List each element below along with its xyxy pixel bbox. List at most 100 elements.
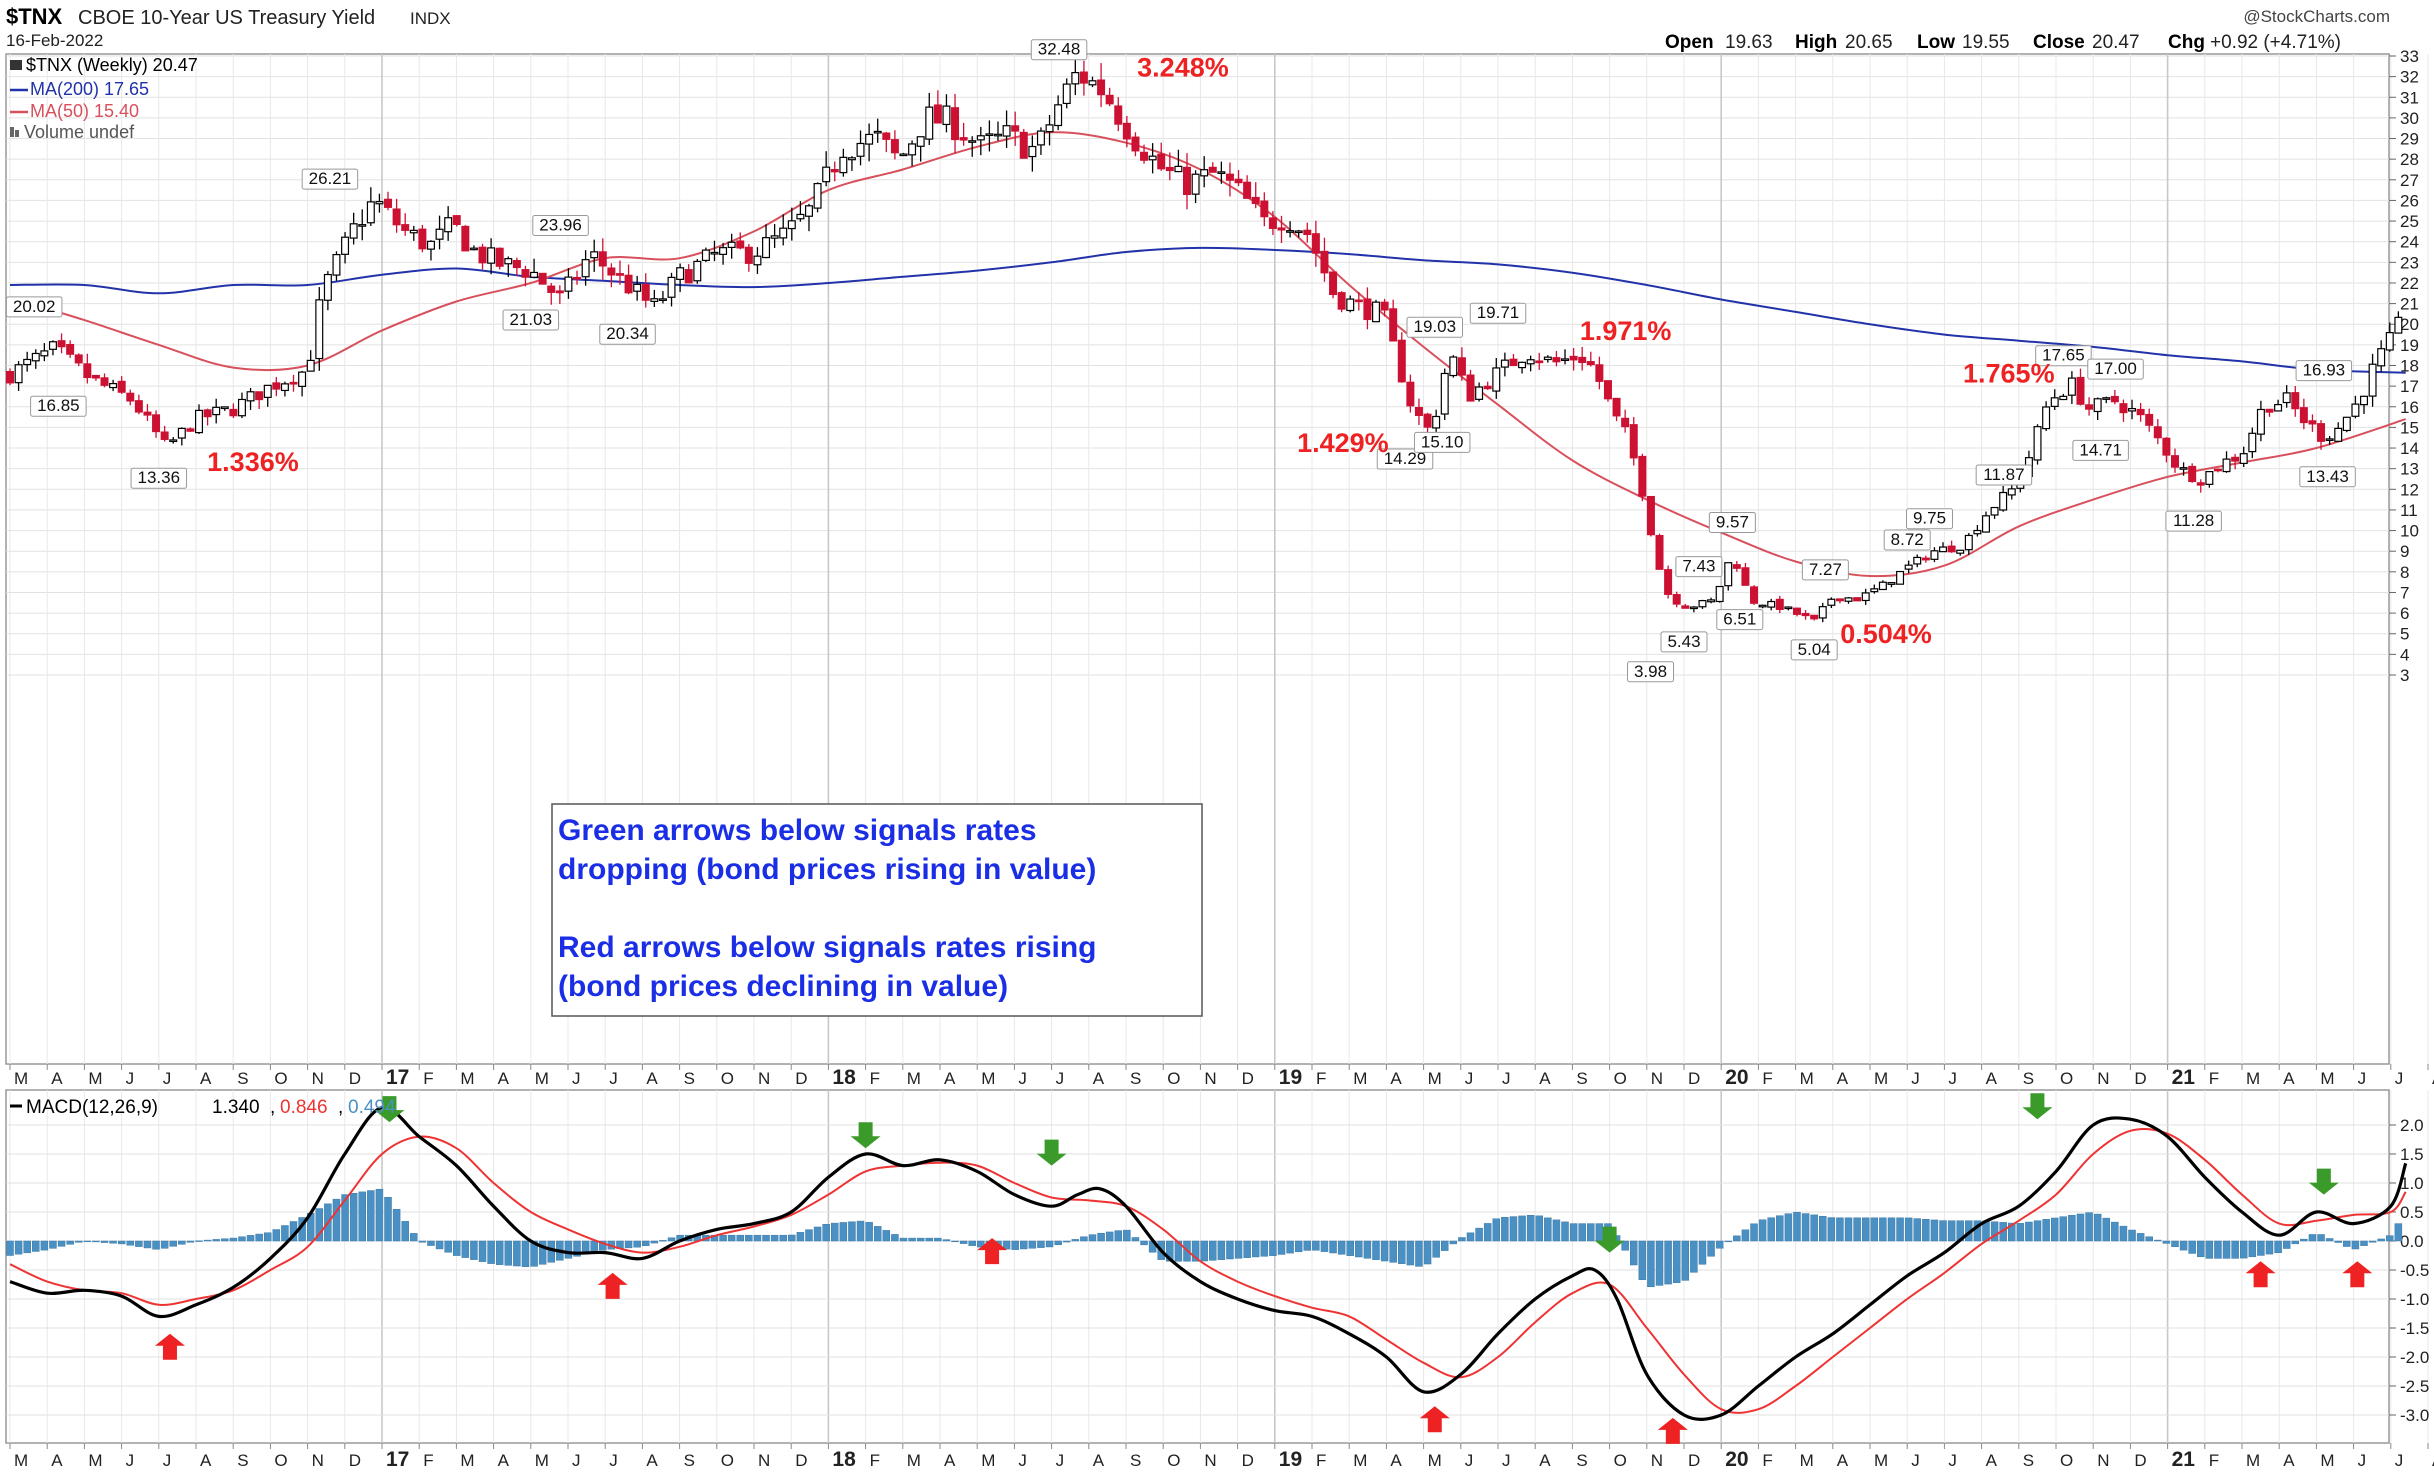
candle-body [1741,567,1750,586]
header: $TNX CBOE 10-Year US Treasury Yield INDX… [6,4,2390,53]
x-year-label: 17 [386,1066,409,1089]
candle-body [1518,361,1527,369]
x-month-label: M [535,1069,549,1088]
histogram-bar [1002,1240,1011,1250]
candle-body [1509,358,1518,367]
price-tick-label: 11 [2400,501,2418,520]
low-value: 19.55 [1962,32,2010,53]
price-label-layer: 20.02 16.85 13.36 26.21 21.03 23.96 20.34 32.48… [5,39,2356,683]
price-tick-label: 15 [2400,418,2419,437]
x-month-label: J [1502,1451,1511,1470]
candle-body [753,255,762,266]
histogram-bar [117,1240,126,1245]
green-down-arrow [1594,1226,1625,1253]
x-month-label: M [981,1451,995,1470]
x-month-label: J [1056,1069,1065,1088]
x-month-label: J [126,1069,135,1088]
watermark: @StockCharts.com [2243,7,2390,26]
candle-body [1758,604,1767,608]
candle-body [57,340,66,348]
candle-body [1964,534,1973,551]
candle-body [212,406,221,416]
candle-body [478,246,487,264]
histogram-bar [770,1234,779,1242]
histogram-bar [1664,1240,1672,1285]
candle-body [2351,403,2360,417]
histogram-bar [2188,1240,2196,1254]
candle-body [1054,104,1063,127]
candle-body [203,409,212,418]
candle-body [392,208,401,226]
histogram-bar [659,1240,667,1242]
histogram-bar [246,1235,255,1242]
price-label: 16.93 [2303,361,2346,380]
candle-body [925,106,934,140]
x-month-label: D [1242,1069,1254,1088]
candle-body [1140,151,1149,161]
x-month-label: F [423,1451,433,1470]
x-month-label: A [1093,1069,1105,1088]
candle-body [607,267,616,276]
candle-body [1999,491,2008,511]
candle-body [727,241,736,249]
histogram-bar [1724,1240,1732,1243]
histogram-bar [1492,1218,1501,1242]
x-month-label: N [1651,1451,1663,1470]
candle-body [2308,420,2317,425]
histogram-bar [2171,1240,2179,1248]
candle-body [710,251,719,255]
callout-line-1: Green arrows below signals rates [558,814,1037,847]
red-up-arrow [1419,1406,1450,1433]
histogram-bar [195,1240,203,1242]
histogram-bar [865,1222,873,1242]
candle-body [1526,359,1535,365]
percent-annotation: 1.765% [1963,359,2055,389]
x-month-label: A [2432,1069,2434,1088]
candle-body [667,276,676,298]
histogram-bar [1045,1240,1054,1248]
callout-line-5: (bond prices declining in value) [558,970,1008,1003]
candle-body [882,132,891,140]
candle-body [521,269,530,278]
histogram-bar [212,1239,220,1242]
histogram-bar [719,1234,727,1242]
candle-body [220,406,229,410]
x-month-label: S [1130,1451,1141,1470]
histogram-bar [2068,1215,2076,1242]
x-month-label: A [646,1451,658,1470]
candle-body [2170,455,2179,468]
price-label-box [2165,510,2222,532]
histogram-bar [1922,1219,1930,1242]
histogram-bar [367,1190,375,1242]
x-month-label: O [1614,1451,1627,1470]
candle-body [1535,360,1544,364]
x-month-label: M [1874,1069,1888,1088]
candle-body [1217,171,1226,174]
volume-legend-icon [10,127,14,137]
x-month-label: J [126,1451,135,1470]
candle-body [1543,356,1552,361]
histogram-bar [530,1240,538,1267]
x-month-label: D [1688,1069,1700,1088]
candle-body [2231,456,2240,462]
histogram-bar [1861,1217,1870,1242]
histogram-bar [1054,1240,1062,1246]
candle-body [2394,316,2403,334]
x-month-label: D [2134,1451,2146,1470]
price-label-box [1883,529,1931,551]
candle-body [1036,130,1045,146]
histogram-bar [410,1233,418,1242]
histogram-bar [2033,1220,2042,1242]
histogram-bar [951,1240,959,1243]
x-month-label: M [1428,1451,1442,1470]
histogram-bar [1140,1240,1148,1246]
histogram-bar [143,1240,152,1249]
red-up-arrow [1657,1417,1688,1444]
candle-body [1990,506,1999,516]
histogram-bar [1406,1240,1415,1266]
histogram-bar [2386,1235,2394,1242]
histogram-bar [14,1240,23,1255]
candle-body [2153,426,2162,439]
price-label: 3.98 [1634,662,1667,681]
price-label-box [1801,559,1849,581]
